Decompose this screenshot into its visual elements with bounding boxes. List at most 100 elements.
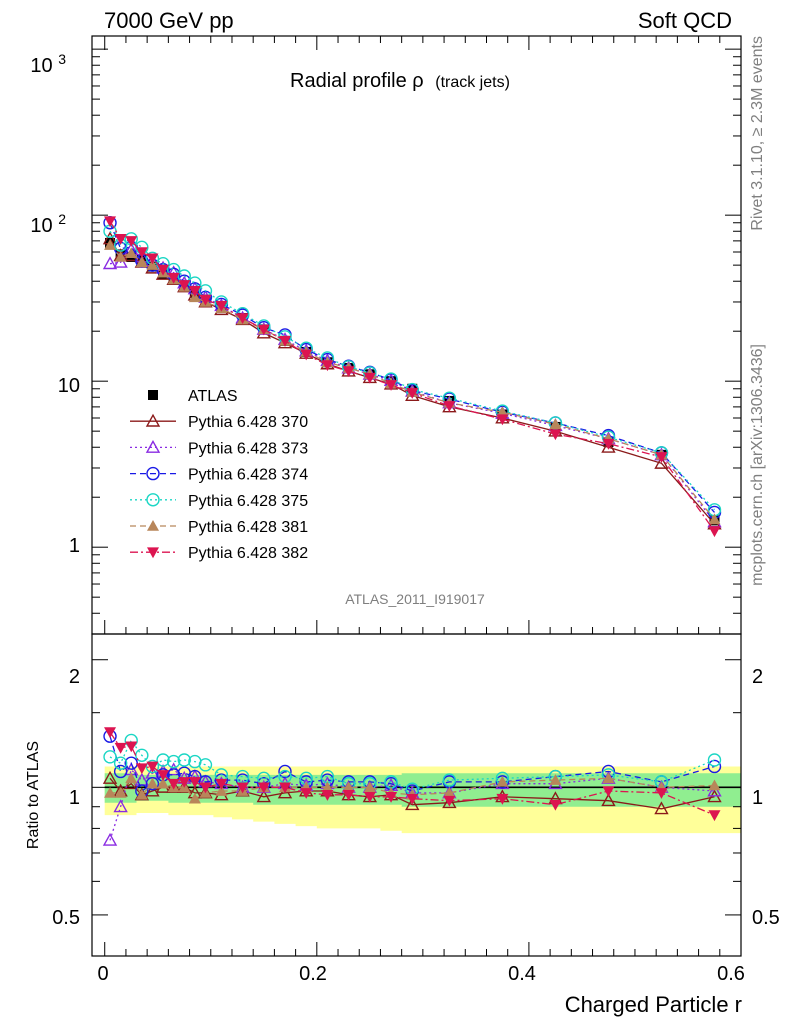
point-pythia-6-428-382 (655, 452, 668, 463)
ratio-point-pythia-6-428-374 (113, 764, 128, 779)
ratio-point-pythia-6-428-381 (443, 786, 456, 798)
point-pythia-6-428-382 (321, 360, 334, 372)
x-axis-label: Charged Particle r (565, 992, 742, 1017)
ratio-point-pythia-6-428-382 (104, 727, 117, 739)
ratio-point-pythia-6-428-381 (549, 774, 562, 785)
point-pythia-6-428-382 (236, 313, 249, 325)
legend-label-pythia-6-428-375: Pythia 6.428 375 (188, 493, 308, 510)
ratio-point-pythia-6-428-382 (114, 742, 127, 754)
ratio-panel-series (102, 727, 722, 846)
point-pythia-6-428-370 (601, 439, 616, 453)
ratio-line-pythia-6-428-370 (109, 777, 715, 810)
ratio-point-pythia-6-428-382 (215, 778, 228, 790)
ratio-point-pythia-6-428-382 (157, 770, 170, 781)
ratio-point-pythia-6-428-381 (602, 772, 615, 784)
ratio-point-pythia-6-428-375 (198, 758, 213, 772)
ratio-point-pythia-6-428-382 (167, 778, 180, 790)
ratio-ytick-label-2: 2 (69, 666, 80, 688)
point-pythia-6-428-382 (167, 272, 180, 284)
point-pythia-6-428-381 (125, 247, 138, 259)
ytick-label-10e2: 10 2 (30, 211, 66, 237)
legend-label-pythia-6-428-382: Pythia 6.428 382 (188, 545, 308, 562)
legend-label-atlas: ATLAS (188, 388, 238, 405)
ratio-ytick-label-0.5: 0.5 (52, 907, 80, 929)
ratio-point-pythia-6-428-381 (104, 786, 117, 798)
point-pythia-6-428-381 (114, 250, 127, 262)
point-pythia-6-428-370 (654, 455, 669, 469)
ratio-point-pythia-6-428-382 (257, 782, 270, 794)
ratio-point-pythia-6-428-381 (125, 772, 138, 784)
ratio-point-pythia-6-428-382 (236, 782, 249, 794)
point-pythia-6-428-382 (549, 429, 562, 441)
ratio-point-pythia-6-428-382 (321, 790, 334, 801)
ytick-label-1: 1 (69, 535, 80, 557)
ratio-point-pythia-6-428-381 (363, 781, 376, 793)
point-pythia-6-428-381 (104, 239, 117, 250)
title-suffix: (track jets) (435, 74, 510, 91)
ytick-label-10e3: 10 3 (30, 51, 66, 77)
point-pythia-6-428-382 (602, 438, 615, 450)
plot-frames (91, 35, 742, 957)
point-pythia-6-428-382 (279, 336, 292, 347)
ratio-point-pythia-6-428-382 (125, 741, 138, 753)
ratio-point-pythia-6-428-382 (188, 777, 201, 788)
ratio-point-pythia-6-428-382 (602, 786, 615, 798)
ratio-point-pythia-6-428-382 (443, 795, 456, 807)
ratio-point-pythia-6-428-382 (655, 788, 668, 799)
ratio-point-pythia-6-428-381 (342, 781, 355, 793)
ratio-point-pythia-6-428-370 (102, 770, 118, 784)
point-pythia-6-428-382 (215, 300, 228, 312)
point-pythia-6-428-381 (708, 513, 721, 525)
point-pythia-6-428-373 (102, 256, 118, 270)
point-pythia-6-428-382 (363, 372, 376, 384)
ratio-ytick-label-1-right: 1 (752, 787, 763, 809)
legend-label-pythia-6-428-370: Pythia 6.428 370 (188, 414, 308, 431)
xtick-label-0.2: 0.2 (299, 963, 327, 985)
ratio-point-pythia-6-428-382 (385, 791, 398, 803)
ratio-point-pythia-6-428-381 (146, 777, 159, 789)
ratio-point-pythia-6-428-382 (178, 777, 191, 788)
ratio-point-pythia-6-428-382 (363, 791, 376, 803)
ratio-point-pythia-6-428-381 (321, 781, 334, 793)
analysis-watermark: ATLAS_2011_I919017 (345, 591, 485, 607)
point-pythia-6-428-382 (104, 216, 117, 228)
ratio-point-pythia-6-428-374 (124, 756, 138, 770)
point-pythia-6-428-382 (178, 280, 191, 291)
ytick-base: 10 (30, 215, 52, 237)
series-line-pythia-6-428-382 (109, 220, 716, 532)
series-line-pythia-6-428-374 (109, 222, 715, 513)
point-pythia-6-428-382 (199, 294, 212, 306)
point-pythia-6-428-382 (114, 234, 127, 245)
ratio-point-pythia-6-428-373 (113, 799, 128, 813)
title-main: Radial profile ρ (290, 70, 424, 92)
ratio-point-pythia-6-428-381 (188, 792, 201, 804)
legend-label-pythia-6-428-373: Pythia 6.428 373 (188, 440, 308, 457)
point-pythia-6-428-382 (385, 380, 398, 391)
ratio-point-pythia-6-428-370 (405, 797, 420, 811)
ratio-point-pythia-6-428-374 (707, 759, 722, 774)
ratio-point-pythia-6-428-375 (442, 773, 457, 787)
ratio-point-pythia-6-428-370 (601, 793, 616, 807)
ratio-y-axis-label: Ratio to ATLAS (25, 741, 42, 849)
header-left: 7000 GeV pp (104, 8, 234, 33)
ytick-exponent: 3 (58, 51, 66, 67)
ratio-point-pythia-6-428-375 (113, 756, 128, 770)
ratio-point-pythia-6-428-370 (145, 783, 160, 797)
ratio-point-pythia-6-428-382 (146, 761, 159, 773)
ytick-label-10: 10 (58, 375, 80, 397)
point-pythia-6-428-381 (549, 418, 562, 430)
legend-marker-pythia-6-428-373 (145, 439, 161, 453)
ytick-base: 10 (30, 55, 52, 77)
point-pythia-6-428-382 (188, 286, 201, 297)
point-pythia-6-428-382 (157, 264, 170, 276)
legend-marker-pythia-6-428-375 (146, 493, 160, 507)
ratio-point-pythia-6-428-375 (177, 753, 191, 767)
main-panel-series (102, 216, 722, 538)
ratio-point-pythia-6-428-375 (166, 754, 181, 769)
point-pythia-6-428-382 (708, 526, 721, 538)
ratio-plot-frame (91, 633, 742, 957)
ratio-point-pythia-6-428-370 (442, 795, 457, 809)
xtick-label-0.4: 0.4 (508, 963, 536, 985)
point-pythia-6-428-382 (443, 401, 456, 412)
